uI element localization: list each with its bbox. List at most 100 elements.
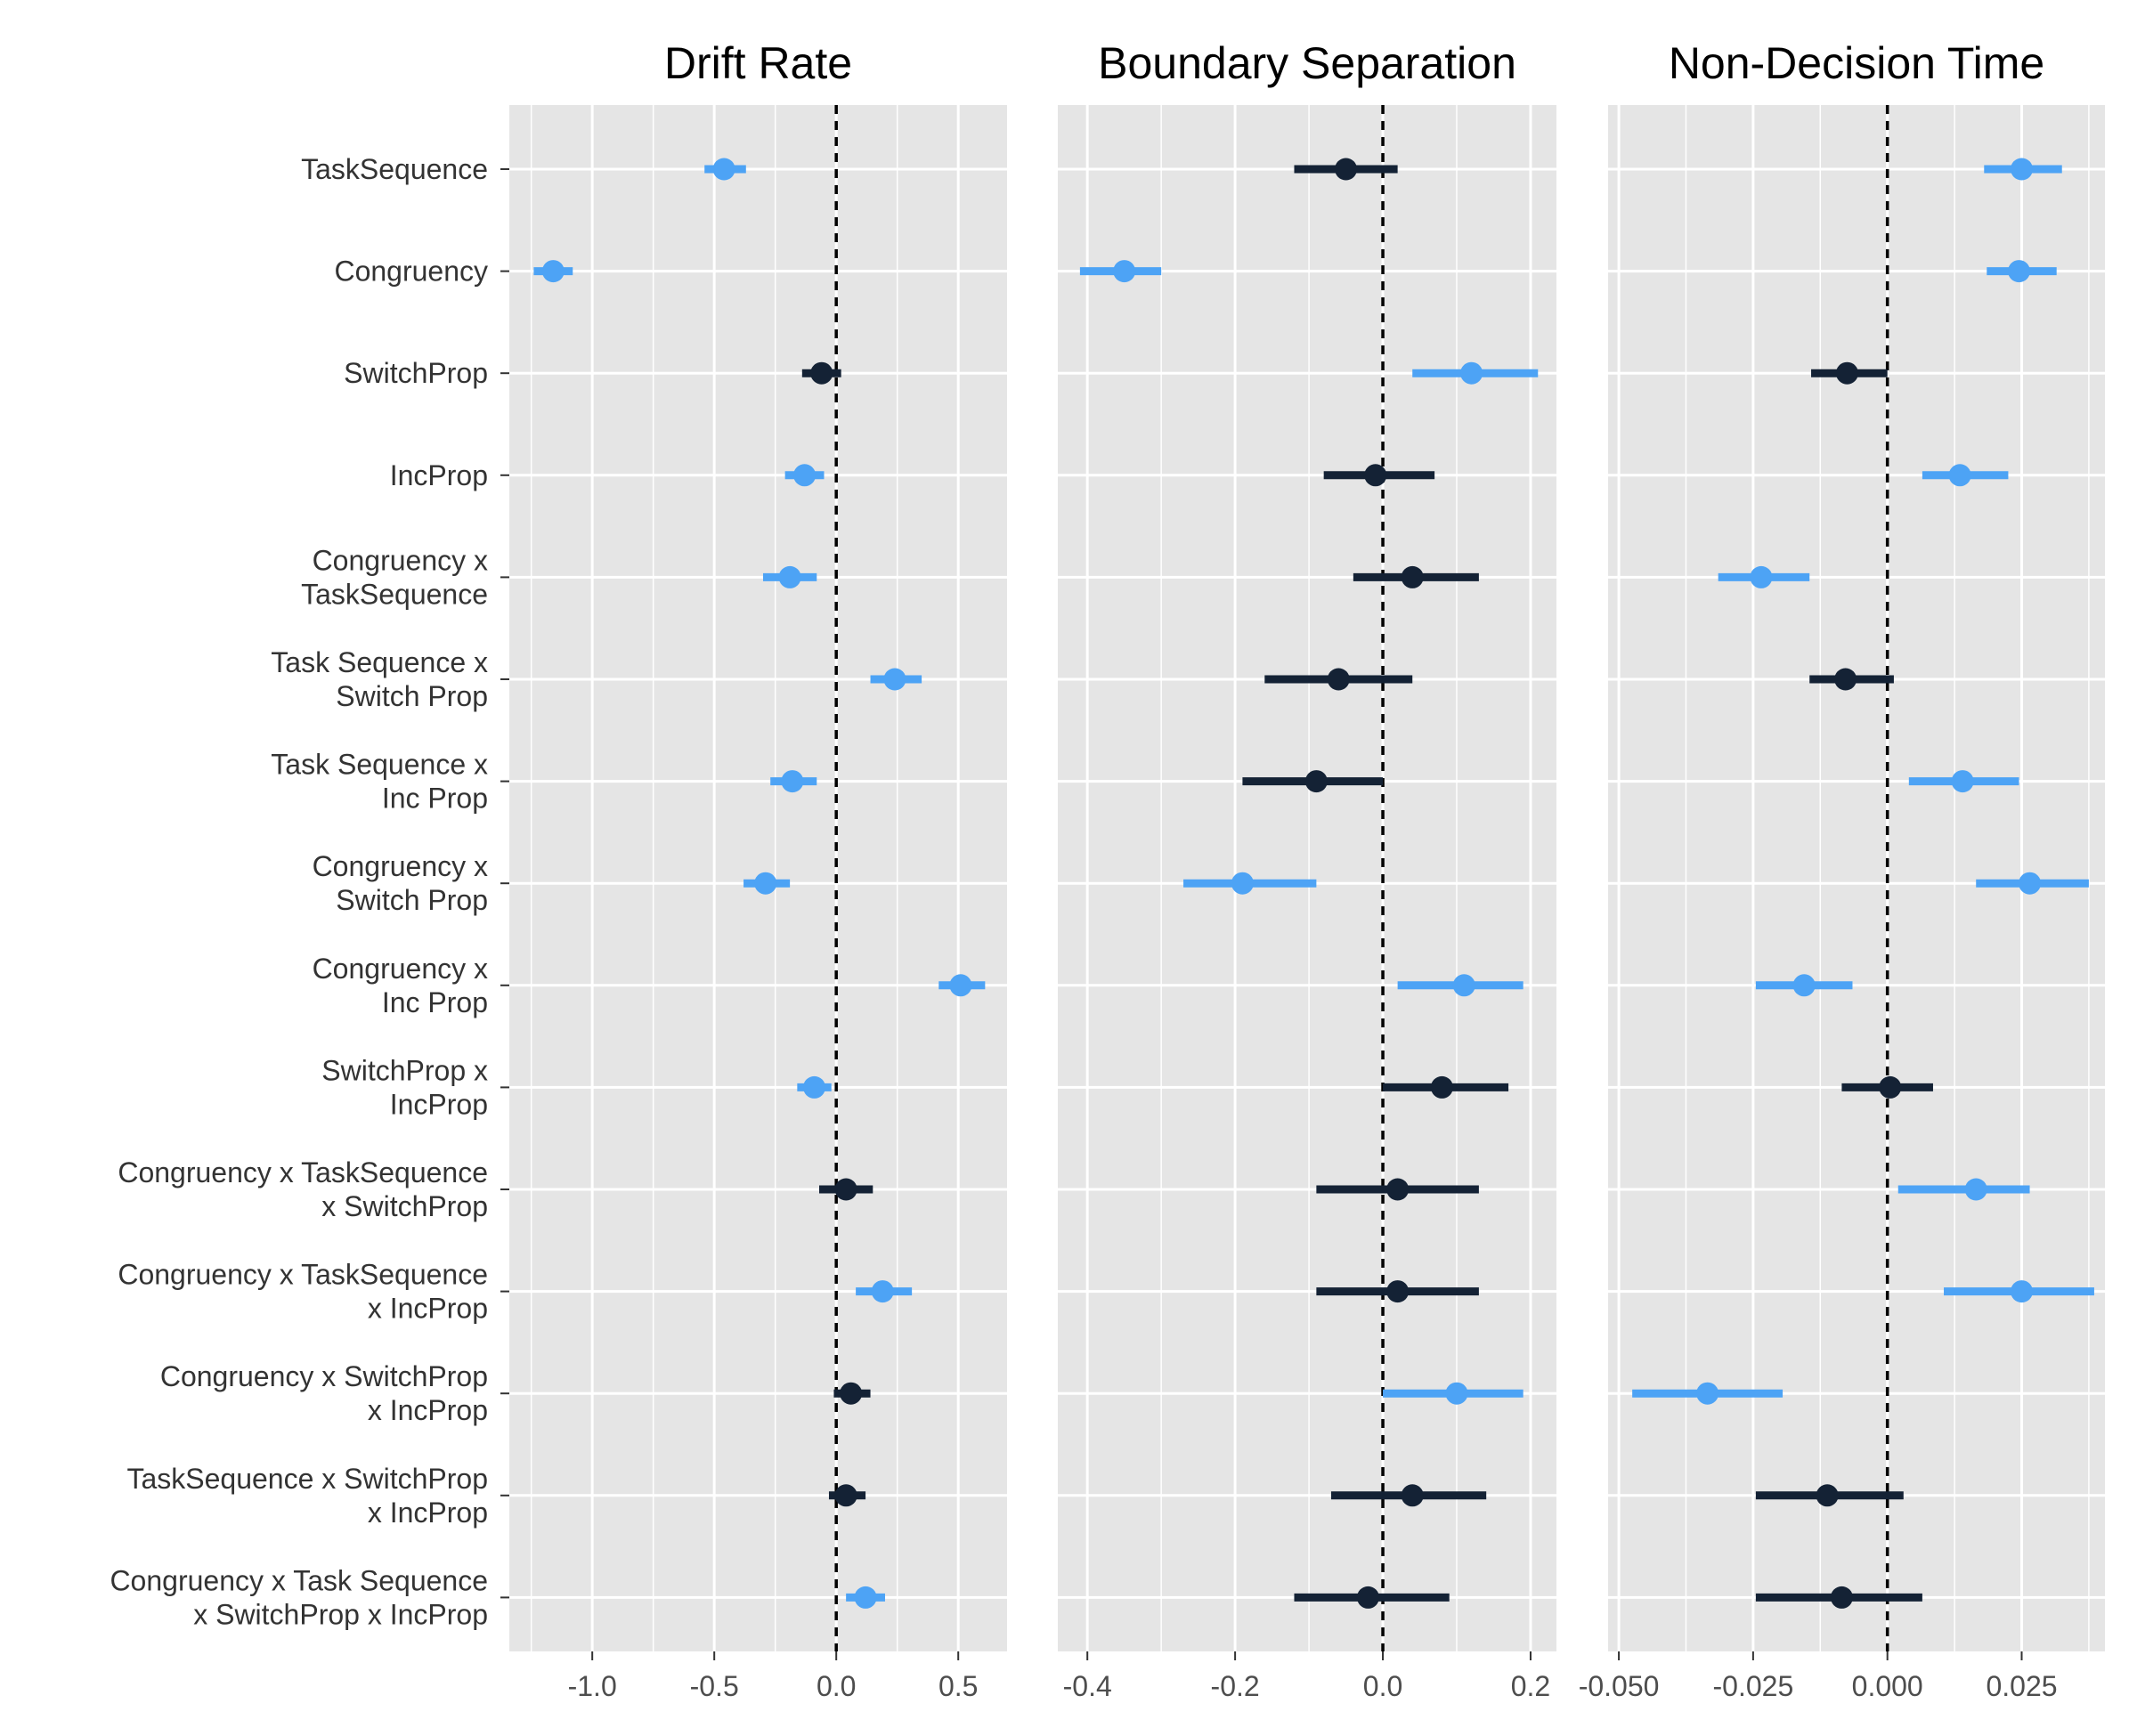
y-tick-label-line: Congruency x TaskSequence bbox=[118, 1156, 488, 1188]
y-tick-label-line: x SwitchProp x IncProp bbox=[193, 1598, 488, 1630]
panel-title: Boundary Separation bbox=[1098, 38, 1516, 88]
y-tick-label-line: Task Sequence x bbox=[271, 749, 488, 781]
x-tick-label: 0.0 bbox=[817, 1670, 856, 1702]
panel-2: Boundary Separation -0.4 -0.2 0.0 0.2 bbox=[1058, 38, 1556, 1702]
estimate-point bbox=[803, 1075, 826, 1099]
estimate-point bbox=[1750, 565, 1773, 588]
estimate-point bbox=[541, 260, 565, 283]
y-tick-label-line: TaskSequence x SwitchProp bbox=[126, 1463, 488, 1495]
estimate-point bbox=[854, 1586, 877, 1609]
estimate-point bbox=[949, 974, 972, 997]
x-tick-label: -0.4 bbox=[1063, 1670, 1112, 1702]
estimate-point bbox=[1231, 872, 1254, 895]
estimate-point bbox=[1401, 565, 1424, 588]
estimate-point bbox=[781, 770, 804, 793]
estimate-point bbox=[834, 1178, 857, 1201]
estimate-point bbox=[871, 1280, 894, 1303]
y-tick-label-line: Task Sequence x bbox=[271, 646, 488, 678]
estimate-point bbox=[1364, 464, 1387, 487]
estimate-point bbox=[754, 872, 777, 895]
y-tick-label-line: Switch Prop bbox=[336, 680, 488, 712]
y-tick-label-line: x SwitchProp bbox=[321, 1190, 488, 1222]
y-tick-label-line: Congruency x SwitchProp bbox=[160, 1360, 488, 1392]
estimate-point bbox=[1830, 1586, 1853, 1609]
panel-3: Non-Decision Time -0.050 -0.025 0.000 0.025 bbox=[1579, 38, 2105, 1702]
estimate-point bbox=[1879, 1075, 1902, 1099]
y-tick-label-line: Congruency x bbox=[313, 953, 488, 985]
y-tick-label: Congruency x Switch Prop bbox=[313, 850, 488, 916]
y-tick-label-line: TaskSequence bbox=[301, 578, 488, 610]
panel-1: Drift Rate -1.0 -0.5 0.0 0.5 bbox=[509, 38, 1007, 1702]
estimate-point bbox=[1356, 1586, 1379, 1609]
estimate-point bbox=[1327, 668, 1350, 691]
panels-layer: Drift Rate -1.0 -0.5 0.0 0.5 Boundary Separat… bbox=[509, 38, 2105, 1702]
estimate-point bbox=[1386, 1178, 1410, 1201]
x-tick-label: 0.0 bbox=[1363, 1670, 1402, 1702]
x-tick-label: -0.2 bbox=[1211, 1670, 1260, 1702]
y-tick-label-line: x IncProp bbox=[368, 1394, 488, 1426]
y-tick-label: TaskSequence x SwitchProp x IncProp bbox=[126, 1463, 488, 1529]
estimate-point bbox=[1445, 1382, 1468, 1405]
y-tick-label-line: Congruency x bbox=[313, 544, 488, 576]
estimate-point bbox=[1816, 1484, 1839, 1507]
y-tick-label: Congruency bbox=[334, 256, 488, 288]
estimate-point bbox=[1430, 1075, 1453, 1099]
x-tick-label: 0.2 bbox=[1511, 1670, 1550, 1702]
estimate-point bbox=[1696, 1382, 1719, 1405]
estimate-point bbox=[1792, 974, 1816, 997]
estimate-point bbox=[2007, 260, 2030, 283]
y-tick-label-line: Inc Prop bbox=[382, 986, 488, 1018]
y-tick-label-line: Switch Prop bbox=[336, 884, 488, 916]
y-tick-label-line: Congruency x Task Sequence bbox=[110, 1564, 488, 1596]
y-tick-label: Congruency x TaskSequence bbox=[301, 544, 488, 610]
x-tick-label: -0.050 bbox=[1579, 1670, 1660, 1702]
panel-title: Drift Rate bbox=[664, 38, 852, 88]
x-tick-label: 0.000 bbox=[1852, 1670, 1923, 1702]
y-tick-label-line: x IncProp bbox=[368, 1497, 488, 1529]
y-tick-label-line: SwitchProp x bbox=[321, 1054, 488, 1086]
estimate-point bbox=[1335, 158, 1358, 181]
x-tick-label: -0.5 bbox=[690, 1670, 739, 1702]
estimate-point bbox=[1951, 770, 1974, 793]
y-tick-label: SwitchProp x IncProp bbox=[321, 1054, 488, 1120]
estimate-point bbox=[1834, 668, 1857, 691]
estimate-point bbox=[1460, 361, 1483, 385]
y-tick-label: TaskSequence bbox=[301, 153, 488, 185]
panel-title: Non-Decision Time bbox=[1669, 38, 2044, 88]
estimate-point bbox=[2010, 1280, 2033, 1303]
estimate-point bbox=[1964, 1178, 1987, 1201]
estimate-point bbox=[840, 1382, 863, 1405]
y-tick-label: SwitchProp bbox=[344, 357, 488, 389]
estimate-point bbox=[793, 464, 817, 487]
x-tick-label: 0.025 bbox=[1986, 1670, 2057, 1702]
panel-background bbox=[1058, 105, 1556, 1651]
y-tick-label: Congruency x Task Sequence x SwitchProp x… bbox=[110, 1564, 488, 1630]
y-tick-label: Congruency x TaskSequence x SwitchProp bbox=[118, 1156, 488, 1222]
y-tick-label-line: IncProp bbox=[390, 1088, 488, 1120]
estimate-point bbox=[1948, 464, 1971, 487]
estimate-point bbox=[2010, 158, 2033, 181]
estimate-point bbox=[883, 668, 906, 691]
y-tick-label: Task Sequence x Inc Prop bbox=[271, 749, 488, 815]
y-tick-label-line: x IncProp bbox=[368, 1293, 488, 1325]
row-labels-layer: TaskSequence Congruency SwitchProp IncProp C… bbox=[110, 153, 509, 1630]
y-tick-label: IncProp bbox=[390, 459, 488, 491]
estimate-point bbox=[1452, 974, 1475, 997]
y-tick-label: Congruency x TaskSequence x IncProp bbox=[118, 1259, 488, 1325]
estimate-point bbox=[778, 565, 801, 588]
y-tick-label-line: Congruency x bbox=[313, 850, 488, 882]
estimate-point bbox=[2019, 872, 2042, 895]
y-tick-label: Task Sequence x Switch Prop bbox=[271, 646, 488, 712]
estimate-point bbox=[1835, 361, 1858, 385]
x-tick-label: -1.0 bbox=[568, 1670, 617, 1702]
estimate-point bbox=[1386, 1280, 1410, 1303]
estimate-point bbox=[810, 361, 833, 385]
x-tick-label: 0.5 bbox=[938, 1670, 978, 1702]
estimate-point bbox=[1304, 770, 1328, 793]
estimate-point bbox=[1401, 1484, 1424, 1507]
y-tick-label-line: Inc Prop bbox=[382, 783, 488, 815]
estimate-point bbox=[834, 1484, 857, 1507]
y-tick-label: Congruency x SwitchProp x IncProp bbox=[160, 1360, 488, 1426]
y-tick-label-line: Congruency x TaskSequence bbox=[118, 1259, 488, 1291]
